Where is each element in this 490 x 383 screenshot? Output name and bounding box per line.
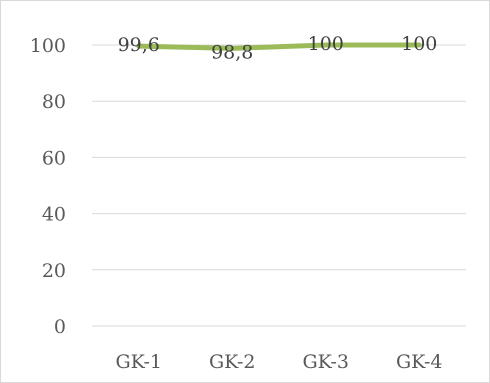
x-axis-ticks: GK-1 GK-2 GK-3 GK-4 xyxy=(116,351,443,373)
series-line xyxy=(139,45,420,48)
data-label: 100 xyxy=(308,33,344,55)
y-tick-label: 40 xyxy=(42,204,66,226)
x-tick-label: GK-3 xyxy=(303,351,350,373)
y-tick-label: 60 xyxy=(42,147,66,169)
x-tick-label: GK-4 xyxy=(396,351,443,373)
y-tick-label: 20 xyxy=(42,260,66,282)
y-axis-ticks: 0 20 40 60 80 100 xyxy=(30,35,66,338)
gridlines xyxy=(92,45,466,326)
data-label: 100 xyxy=(401,33,437,55)
y-tick-label: 0 xyxy=(54,316,66,338)
x-tick-label: GK-2 xyxy=(209,351,256,373)
y-tick-label: 100 xyxy=(30,35,66,57)
y-tick-label: 80 xyxy=(42,91,66,113)
data-label: 99,6 xyxy=(118,34,160,56)
series-layer xyxy=(139,45,420,49)
x-tick-label: GK-1 xyxy=(116,351,163,373)
data-label: 98,8 xyxy=(211,41,253,63)
